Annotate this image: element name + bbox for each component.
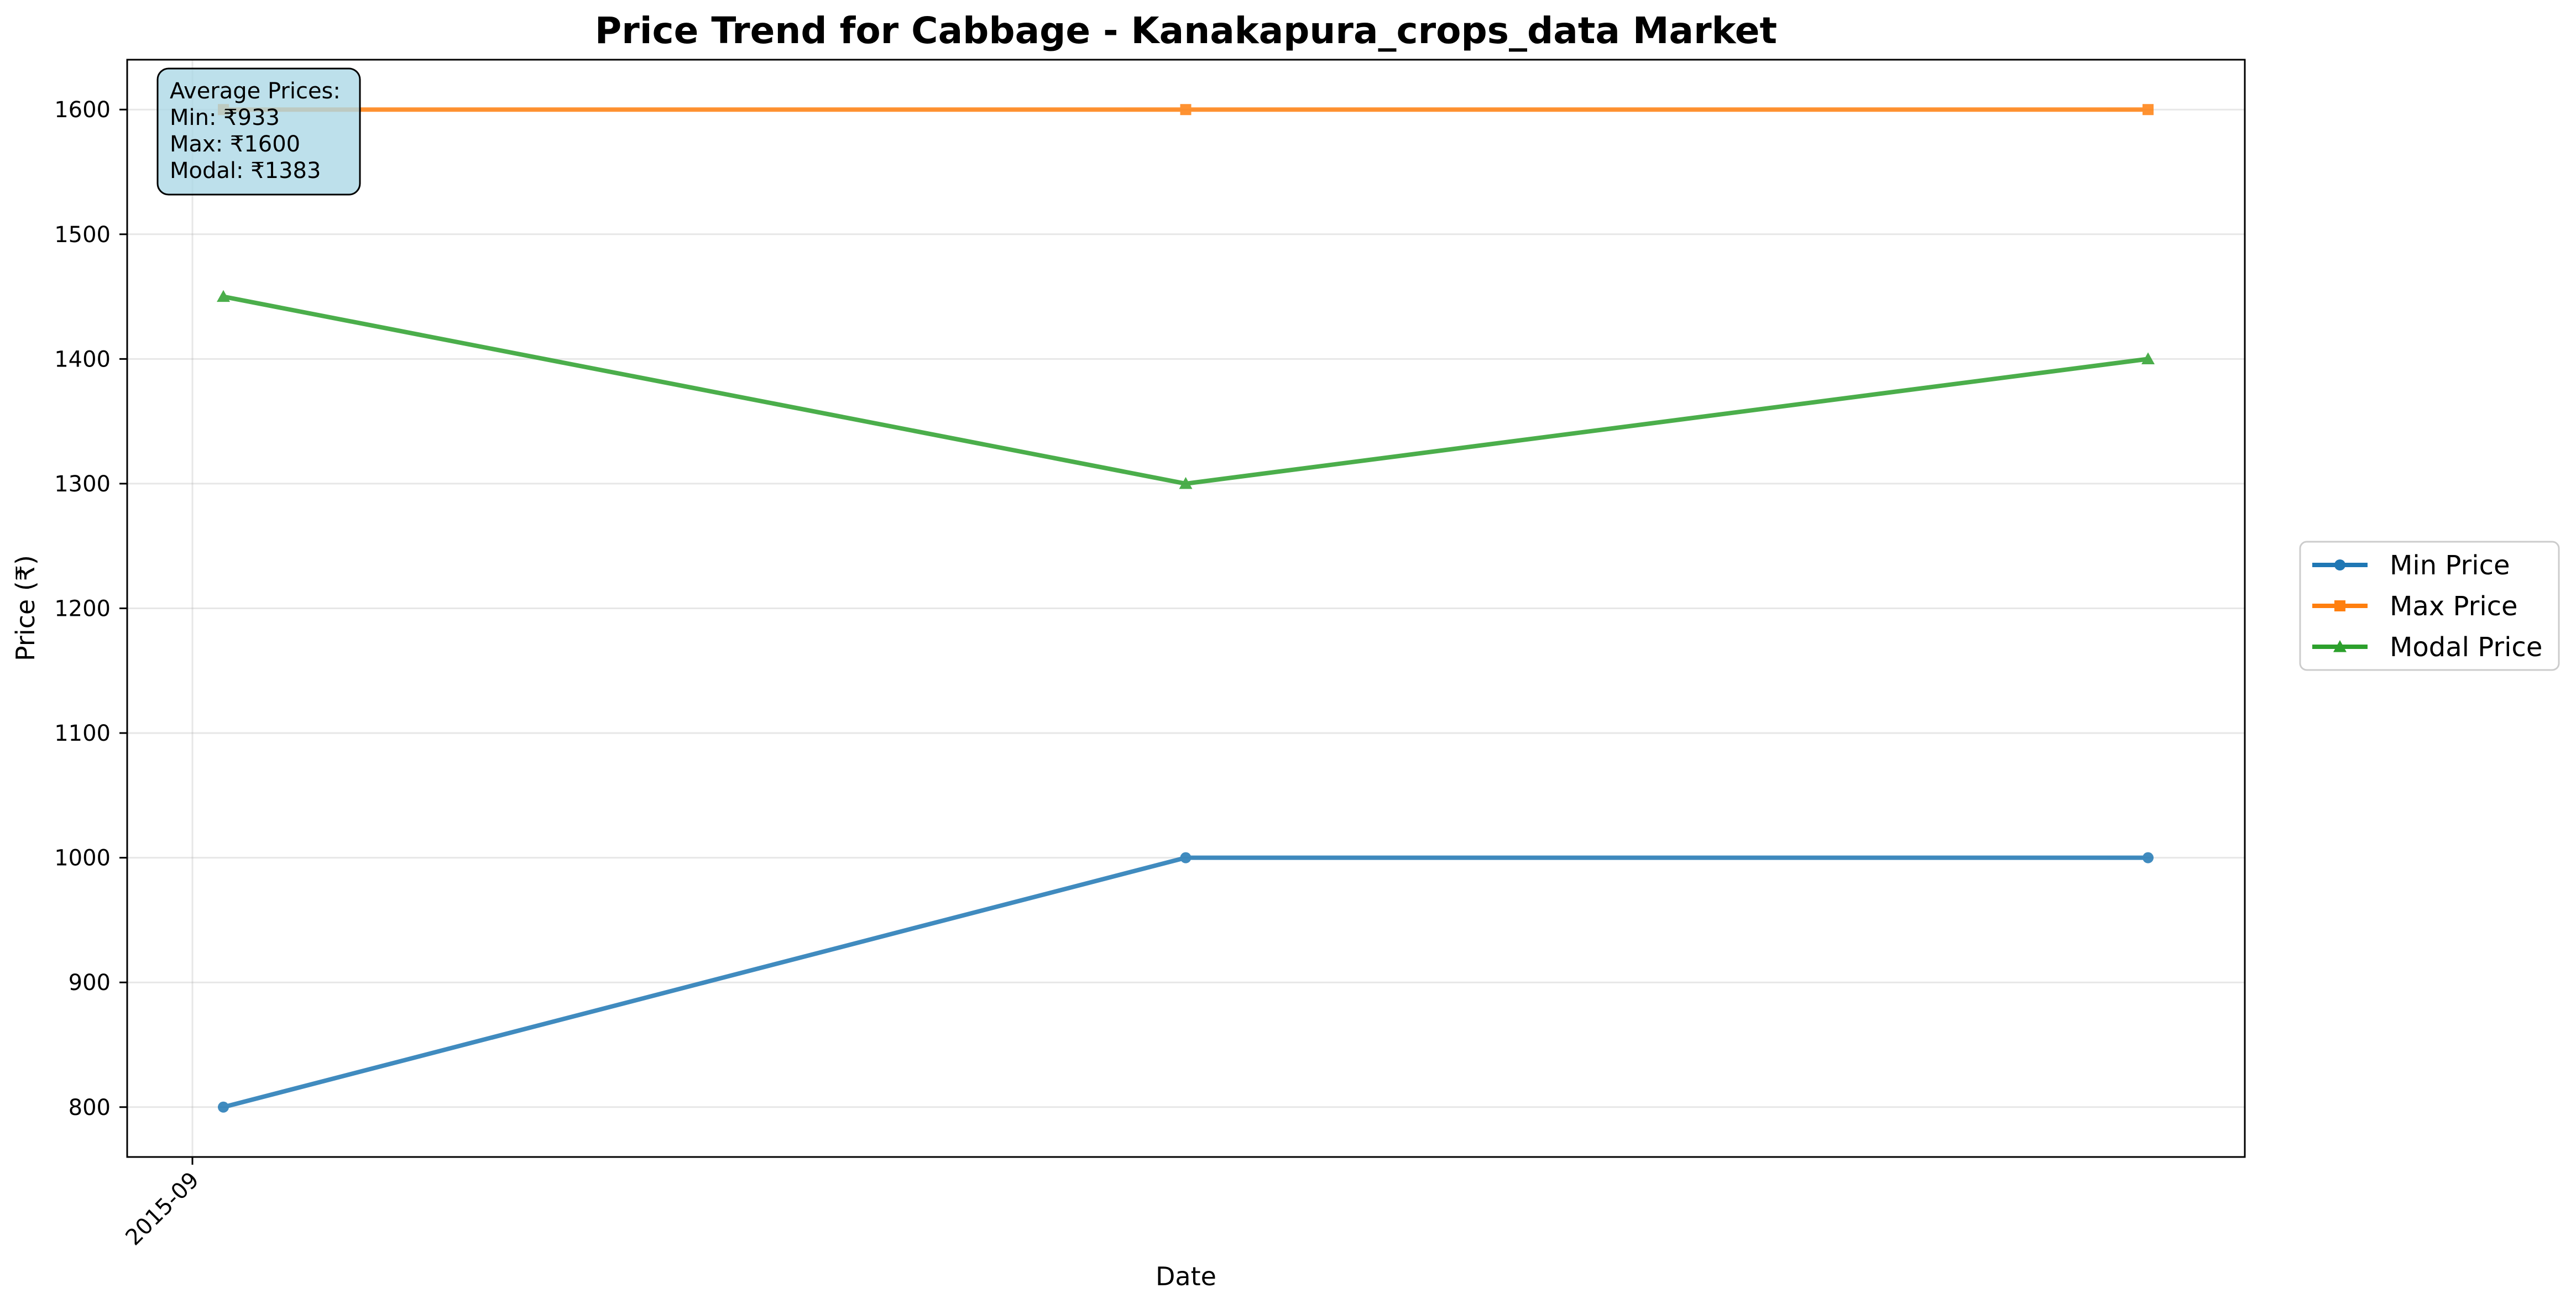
x-axis-label: Date [1156, 1261, 1216, 1291]
legend-frame [2299, 541, 2560, 671]
legend-marker [2333, 640, 2347, 652]
y-tick-label: 1100 [54, 721, 111, 746]
legend-label: Modal Price [2390, 632, 2542, 663]
series-min-price [218, 852, 2154, 1113]
annotation-line: Min: ₹933 [170, 105, 280, 130]
legend-marker [2334, 600, 2345, 611]
modal-price-point [1179, 477, 1193, 489]
modal-price-point [2141, 352, 2155, 364]
min-price-point [2143, 852, 2154, 863]
legend-label: Min Price [2390, 550, 2510, 581]
annotation-line: Modal: ₹1383 [170, 158, 321, 184]
y-tick-label: 900 [69, 970, 111, 996]
y-tick-label: 1300 [54, 472, 111, 497]
y-tick-label: 1200 [54, 596, 111, 622]
y-axis-ticks: 800 900 1000 1100 1200 1300 1400 1500 1600 [54, 97, 127, 1120]
annotation-line: Average Prices: [170, 78, 341, 104]
legend-entry-modal-price: Modal Price [2312, 632, 2542, 663]
max-price-point [1180, 104, 1192, 116]
series-modal-price [217, 290, 2155, 489]
legend-entry-max-price: Max Price [2312, 591, 2518, 622]
legend-marker [2334, 559, 2345, 570]
chart-title: Price Trend for Cabbage - Kanakapura_cro… [595, 9, 1777, 52]
annotation-line: Max: ₹1600 [170, 132, 300, 157]
y-tick-label: 1400 [54, 347, 111, 372]
annotation-box [156, 67, 361, 196]
legend: Min Price Max Price Modal Price [2299, 541, 2560, 671]
series-layer [217, 104, 2155, 1113]
legend-label: Max Price [2390, 591, 2518, 622]
plot-frame [126, 59, 2246, 1158]
y-tick-label: 800 [69, 1095, 111, 1120]
max-price-point [2143, 104, 2154, 116]
legend-entry-min-price: Min Price [2312, 550, 2510, 581]
y-axis-label: Price (₹) [11, 555, 40, 661]
y-tick-label: 1500 [54, 222, 111, 248]
min-price-point [218, 1101, 229, 1113]
y-tick-label: 1600 [54, 97, 111, 123]
y-tick-label: 1000 [54, 846, 111, 871]
modal-price-point [217, 290, 230, 302]
min-price-point [1180, 852, 1192, 863]
